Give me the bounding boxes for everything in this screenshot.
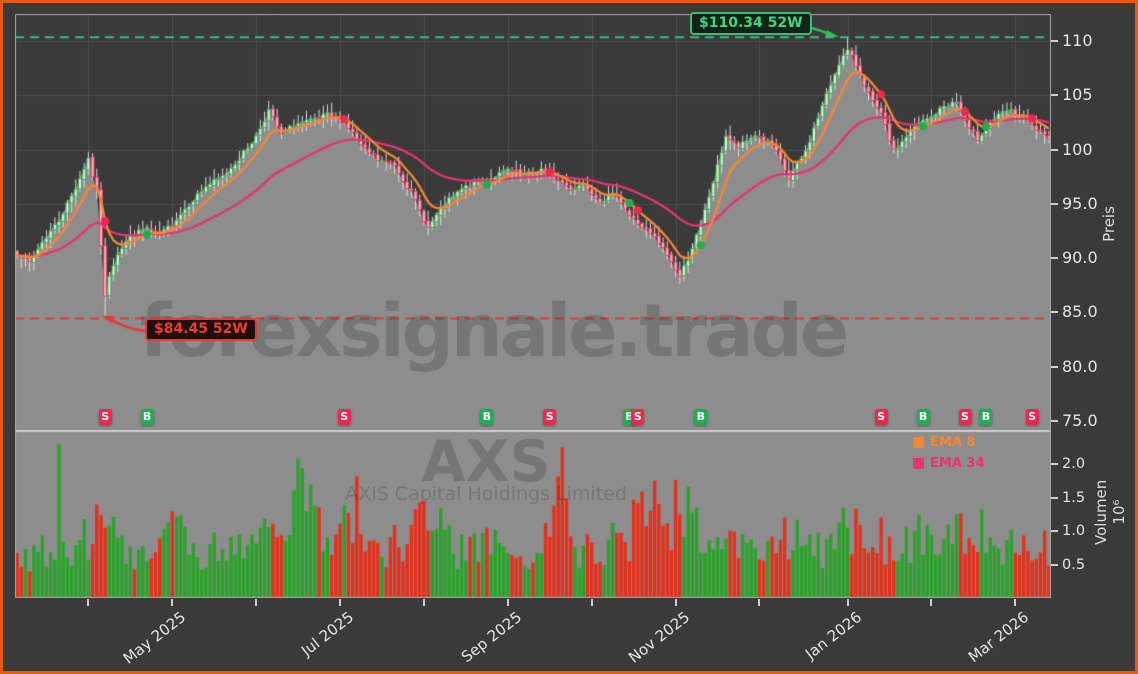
price-tick-label: 80.0 [1062,356,1098,376]
date-tick-label: Jan 2026 [801,608,865,663]
buy-signal-badge: B [480,409,494,425]
sell-signal-badge: S [337,409,351,425]
price-tick-label: 105 [1062,85,1093,105]
date-tick-mark [171,599,174,606]
volume-tick-label: 0.5 [1062,556,1086,573]
volume-tick-mark [1051,463,1058,465]
date-tick-mark [87,599,90,606]
date-tick-mark [1014,599,1017,606]
ema8-legend-label: EMA 8 [930,435,976,450]
volume-tick-label: 1.0 [1062,523,1086,539]
ema8-swatch-icon [913,437,924,448]
volume-tick-label: 1.5 [1062,489,1086,506]
ema34-legend-label: EMA 34 [930,456,985,471]
volume-tick-mark [1051,530,1058,532]
sell-signal-badge: S [1025,409,1039,425]
date-tick-mark [590,599,593,606]
high-52w-label: $110.34 52W [690,12,812,35]
volume-axis-multiplier: 10⁶ [1110,499,1128,525]
sell-signal-badge: S [543,409,557,425]
price-tick-label: 100 [1062,139,1093,159]
date-tick-mark [758,599,761,606]
ema34-swatch-icon [913,458,924,469]
price-tick-label: 110 [1062,31,1093,50]
price-tick-mark [1051,94,1058,97]
price-tick-label: 90.0 [1062,248,1098,268]
date-tick-mark [422,599,425,606]
price-tick-mark [1051,40,1058,42]
date-tick-mark [255,599,258,606]
sell-signal-badge: S [874,409,888,425]
volume-tick-mark [1051,563,1058,566]
price-tick-mark [1051,311,1058,314]
volume-tick-label: 2.0 [1062,456,1086,472]
price-axis-title: Preis [1100,206,1118,242]
legend-item-ema8: EMA 8 [913,432,985,453]
date-tick-label: Sep 2025 [457,608,525,667]
price-tick-mark [1051,148,1058,151]
price-tick-mark [1051,419,1058,422]
legend-item-ema34: EMA 34 [913,453,985,474]
date-tick-mark [674,599,677,606]
price-tick-mark [1051,365,1058,368]
sell-signal-badge: S [631,409,645,425]
date-tick-mark [506,599,509,606]
buy-signal-badge: B [694,409,708,425]
buy-signal-badge: B [140,409,154,425]
price-tick-mark [1051,257,1058,260]
buy-signal-badge: B [916,409,930,425]
sell-signal-badge: S [98,409,112,425]
low-52w-label: $84.45 52W [145,318,257,341]
volume-axis-title: Volumen [1092,479,1110,545]
price-volume-chart-canvas [15,14,1051,598]
price-tick-label: 95.0 [1062,193,1098,213]
price-tick-mark [1051,202,1058,205]
date-tick-label: Mar 2026 [965,608,1033,667]
volume-tick-mark [1051,496,1058,499]
date-tick-mark [339,599,342,606]
price-tick-label: 75.0 [1062,410,1098,430]
ema-legend: EMA 8 EMA 34 [913,432,985,474]
date-tick-mark [846,599,849,606]
date-tick-label: Nov 2025 [624,608,693,667]
buy-signal-badge: B [979,409,993,425]
price-tick-label: 85.0 [1062,302,1098,322]
date-tick-mark [930,599,933,606]
date-tick-label: May 2025 [120,608,190,668]
sell-signal-badge: S [958,409,972,425]
date-tick-label: Jul 2025 [297,608,358,660]
